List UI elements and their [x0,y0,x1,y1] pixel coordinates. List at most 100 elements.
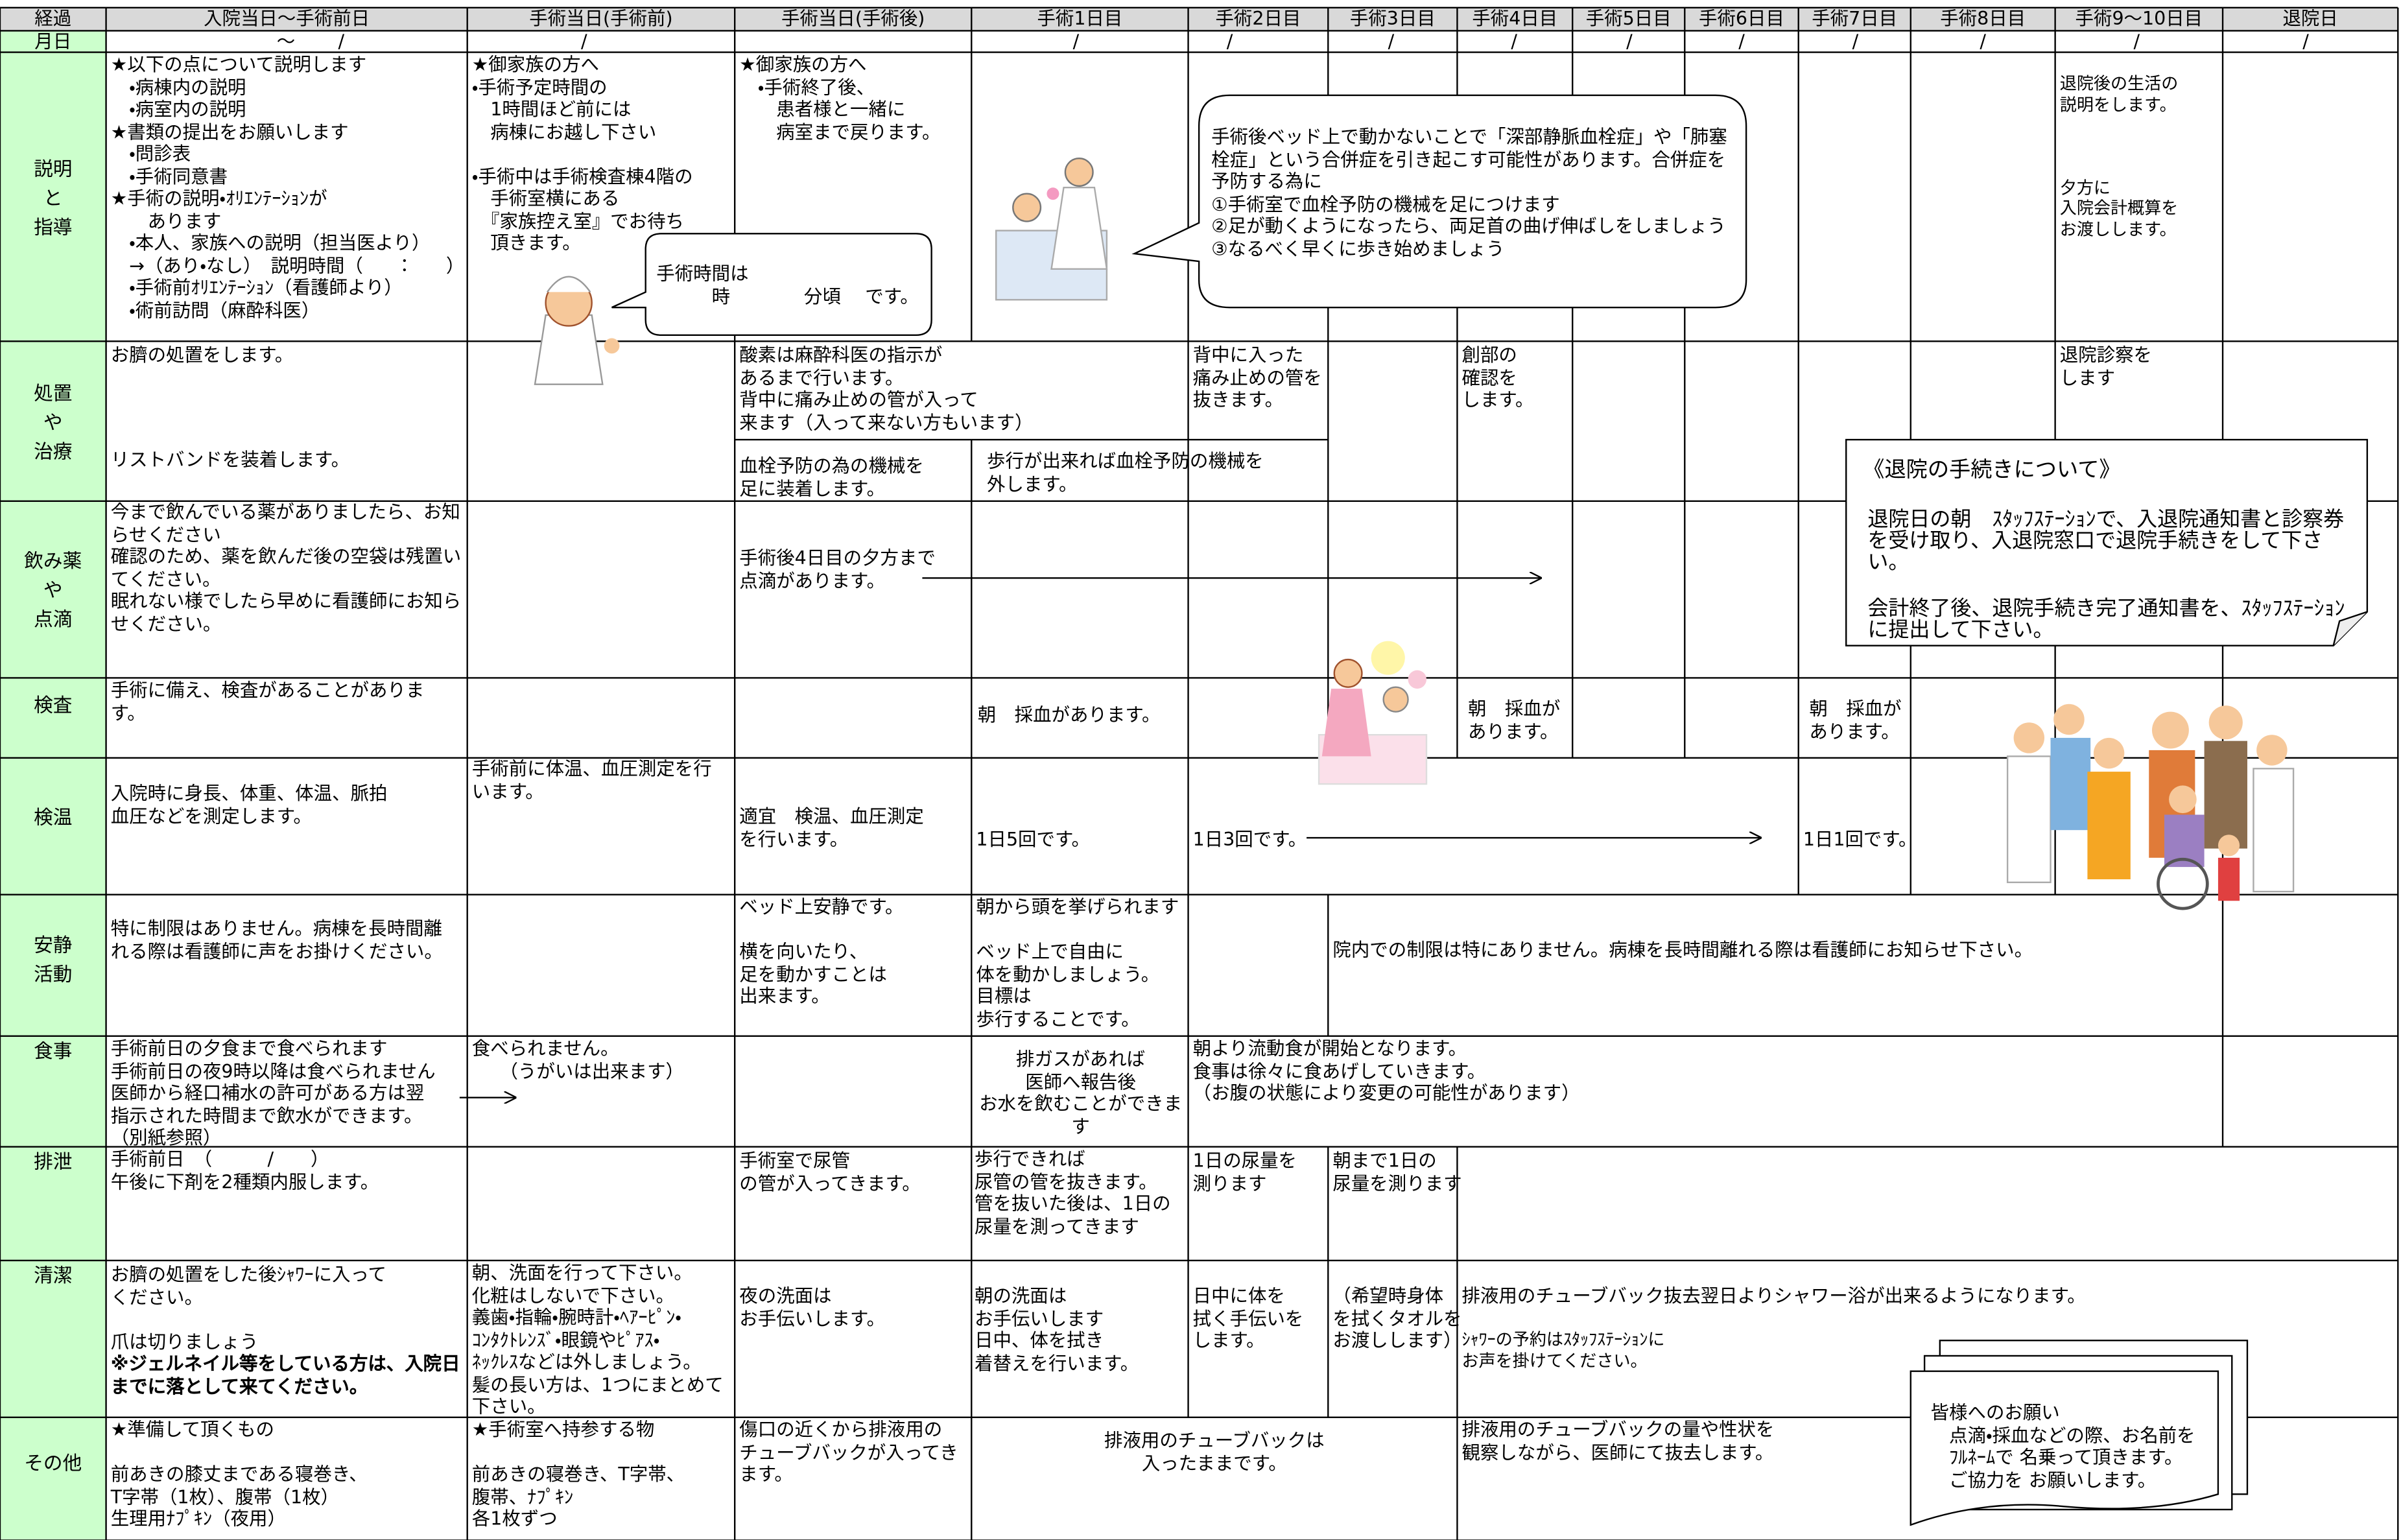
column-header: 退院日 [2282,7,2338,30]
cell-text: 朝、洗面を行って下さい。 化粧はしないで下さい。 義歯・指輪・腕時計・ﾍｱｰﾋﾟ… [471,1262,724,1417]
header-bg [106,7,2398,31]
cell-text: ベッド上安静です。 横を向いたり、 足を動かすことは 出来ます。 [739,896,904,1007]
cell-text: ★御家族の方へ ・手術終了後、 患者様と一緒に 病室まで戻ります。 [739,53,941,143]
cell-text: 退院診察を します [2059,344,2153,388]
date-mark: / [338,30,345,53]
folded-corner [2332,611,2368,646]
row-label: 安静 活動 [34,933,73,986]
cell-text: 今まで飲んでいる薬がありましたら、お知らせください 確認のため、薬を飲んだ後の空… [110,501,462,634]
cell-text: 手術前日 （ / ） 午後に下剤を2種類内服します。 [110,1148,379,1192]
cell-text: 特に制限はありません。病棟を長時間離 れる際は看護師に声をお掛けください。 [110,918,443,962]
cell-text: 朝 採血があります。 [977,704,1161,726]
cell-text: 夜の洗面は お手伝いします。 [739,1285,886,1329]
notice-text: 会計終了後、退院手続き完了通知書を、ｽﾀｯﾌｽﾃｰｼｮﾝに提出して下さい。 [1867,596,2345,643]
cell-text: 朝より流動食が開始となります。 食事は徐々に食あげしていきます。 （お腹の状態に… [1192,1037,1580,1104]
cell-text: 適宜 検温、血圧測定 を行います。 [739,805,924,849]
cell-text: 排液用のチューブバックの量や性状を 観察しながら、医師にて抜去します。 [1461,1419,1775,1463]
cell-text: 傷口の近くから排液用の チューブバックが入ってき ます。 [739,1419,958,1486]
cell-text: （希望時身体 を拭くタオルを お渡しします） [1332,1285,1462,1351]
date-mark: / [1226,30,1233,53]
date-mark: / [581,30,587,53]
cell-text: リストバンドを装着します。 [110,449,350,471]
bubble-text: 手術時間は 時 分頃 です。 [656,263,919,307]
cell-text: 歩行が出来れば血栓予防の機械を 外します。 [986,450,1264,495]
cell-text: 食べられません。 （うがいは出来ます） [471,1037,684,1082]
cell-text: ★手術室へ持参する物 前あきの寝巻き、T字帯、 腹帯、ﾅﾌﾟｷﾝ 各1枚ずつ [471,1419,685,1530]
date-mark: / [2302,30,2309,53]
speech-bubble [1131,94,1747,309]
cell-text: 1日の尿量を 測ります [1192,1150,1297,1194]
cell-text: 朝 採血が あります。 [1468,698,1561,742]
cell-text: 1日5回です。 [976,828,1091,850]
cell-text: 歩行できれば 尿管の管を抜きます。 管を抜いた後は、1日の 尿量を測ってきます [975,1148,1171,1237]
date-mark: / [1980,30,1986,53]
paper [1910,1370,2219,1526]
notice-title: 《退院の手続きについて》 [1863,458,2121,483]
cell-text: 1日3回です。 [1192,828,1307,850]
date-mark: / [1626,30,1633,53]
cell-text: ★御家族の方へ ・手術予定時間の 1時間ほど前には 病棟にお越し下さい ・手術中… [471,53,693,254]
cell-text: 排ガスがあれば 医師へ報告後 お水を飲むことができま す [979,1048,1183,1137]
column-header: 手術4日目 [1472,7,1558,30]
cell-text: 手術室で尿管 の管が入ってきます。 [739,1150,921,1194]
column-header: 入院当日～手術前日 [204,7,370,30]
row-label: 清潔 [34,1262,73,1286]
notice-text: 退院日の朝 ｽﾀｯﾌｽﾃｰｼｮﾝで、入退院通知書と診察券を受け取り、入退院窓口で… [1867,507,2345,575]
speech-bubble [611,233,932,336]
cell-text: 入院時に身長、体重、体温、脈拍 血圧などを測定します。 [110,782,388,827]
family-illustration [2006,704,2295,910]
label-column-bg [0,7,106,1540]
row-label: 検査 [34,693,73,716]
row-label: その他 [24,1450,82,1474]
date-mark: / [1738,30,1745,53]
date-mark: / [1511,30,1517,53]
bubble-text: 手術後ベッド上で動かないことで「深部静脈血栓症」や「肺塞栓症」という合併症を引き… [1211,126,1727,259]
cell-text: 手術前に体温、血圧測定を行 います。 [471,757,712,802]
date-mark: / [1388,30,1395,53]
cell-text: 酸素は麻酔科医の指示が あるまで行います。 背中に痛み止めの管が入って 来ます（… [739,344,1034,433]
column-header: 手術2日目 [1215,7,1301,30]
cell-text: 院内での制限は特にありません。病棟を長時間離れる際は看護師にお知らせ下さい。 [1332,939,2033,961]
cell-text: 朝まで1日の 尿量を測ります [1332,1150,1462,1194]
row-label: 処置 や 治療 [34,380,73,462]
cell-text: ｼｬﾜｰの予約はｽﾀｯﾌｽﾃｰｼｮﾝに お声を掛けてください。 [1461,1329,1665,1371]
cell-text: 排液用のチューブバックは 入ったままです。 [1104,1429,1325,1474]
request-note: 皆様へのお願い 点滴・採血などの際、お名前を ﾌﾙﾈｰﾑで 名乗って頂きます。 … [1930,1402,2195,1491]
nurse-patient-illustration [995,157,1108,301]
date-label: 月日 [34,30,72,53]
row-label: 食事 [34,1038,73,1061]
row-label: 検温 [34,805,73,828]
corner-label: 経過 [34,7,72,30]
cell-text: お臍の処置をした後ｼｬﾜｰに入って ください。 爪は切りましょう [110,1263,387,1353]
warning-text: ※ジェルネイル等をしている方は、入院日までに落として来てください。 [110,1353,460,1397]
nurse-illustration [534,276,620,385]
column-header: 手術6日目 [1699,7,1784,30]
cell-text: ★以下の点について説明します ・病棟内の説明 ・病室内の説明 ★書類の提出をお願… [110,53,465,321]
row-label: 排泄 [34,1149,73,1172]
cell-text: 血栓予防の為の機械を 足に装着します。 [739,455,924,499]
cell-text: 朝の洗面は お手伝いします 日中、体を拭き 着替えを行います。 [975,1285,1139,1374]
cell-text: お臍の処置をします。 [110,344,294,366]
cell-text: 創部の 確認を します。 [1461,344,1534,410]
row-label: 飲み薬 や 点滴 [24,549,82,630]
cell-text: 背中に入った 痛み止めの管を 抜きます。 [1192,344,1322,410]
date-mark: ～ [276,30,296,53]
row-label: 説明 と 指導 [34,156,73,238]
cell-text: 手術に備え、検査があることがありま す。 [110,679,425,724]
column-header: 手術1日目 [1037,7,1123,30]
corner-bg [0,7,106,31]
cell-text: 1日1回です。 [1803,828,1917,850]
column-header: 手術3日目 [1349,7,1436,30]
cell-text: 朝から頭を挙げられます ベッド上で自由に 体を動かしましょう。 目標は 歩行する… [976,896,1179,1030]
column-header: 手術5日目 [1585,7,1672,30]
column-header: 手術9～10日目 [2075,7,2203,30]
cell-text: 手術後4日目の夕方まで 点滴があります。 [739,547,936,591]
column-header: 手術8日目 [1940,7,2026,30]
cell-text: 退院後の生活の 説明をします。 夕方に 入院会計概算を お渡しします。 [2059,73,2179,239]
date-mark: / [1072,30,1080,53]
